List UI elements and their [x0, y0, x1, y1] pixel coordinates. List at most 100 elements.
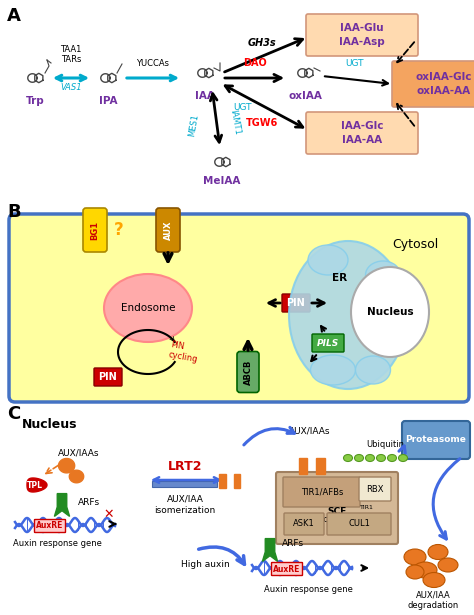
Ellipse shape	[388, 454, 396, 461]
Ellipse shape	[355, 454, 364, 461]
Text: MES1: MES1	[187, 113, 200, 137]
FancyBboxPatch shape	[402, 421, 470, 459]
Text: IAA-Glc
IAA-AA: IAA-Glc IAA-AA	[341, 121, 383, 145]
Text: TGW6: TGW6	[246, 118, 278, 128]
Ellipse shape	[413, 562, 437, 578]
Text: PIN: PIN	[99, 372, 118, 382]
Ellipse shape	[356, 356, 391, 384]
Text: LRT2: LRT2	[168, 460, 202, 473]
Text: UGT: UGT	[346, 59, 364, 68]
Text: AUX/IAAs: AUX/IAAs	[58, 449, 100, 458]
Text: ✕: ✕	[104, 508, 114, 521]
Ellipse shape	[365, 261, 401, 289]
Text: TIR1/AFBs: TIR1/AFBs	[301, 488, 343, 496]
Text: VAS1: VAS1	[60, 83, 82, 92]
FancyBboxPatch shape	[392, 61, 474, 107]
Text: AUX/IAA
degradation: AUX/IAA degradation	[407, 590, 459, 610]
Ellipse shape	[376, 454, 385, 461]
FancyBboxPatch shape	[276, 472, 398, 544]
Text: UGT: UGT	[234, 103, 252, 112]
Text: AUX/IAA
isomerization: AUX/IAA isomerization	[155, 495, 216, 515]
Ellipse shape	[310, 355, 356, 385]
FancyBboxPatch shape	[94, 368, 122, 386]
Text: Complex: Complex	[317, 515, 357, 524]
FancyBboxPatch shape	[83, 208, 107, 252]
Ellipse shape	[104, 274, 192, 342]
Ellipse shape	[406, 565, 424, 579]
Text: SCF: SCF	[328, 507, 346, 516]
Ellipse shape	[289, 241, 407, 389]
Text: B: B	[7, 203, 21, 221]
Text: Nucleus: Nucleus	[367, 307, 413, 317]
FancyBboxPatch shape	[152, 481, 217, 487]
Polygon shape	[234, 474, 240, 488]
Text: PIN
cycling: PIN cycling	[168, 340, 201, 364]
Text: Trp: Trp	[26, 96, 45, 106]
Text: ASK1: ASK1	[293, 520, 315, 528]
Text: AuxRE: AuxRE	[273, 565, 301, 574]
Text: MeIAA: MeIAA	[203, 176, 241, 186]
Text: IAA: IAA	[195, 91, 215, 101]
Ellipse shape	[428, 544, 448, 560]
Text: AuxRE: AuxRE	[36, 522, 64, 531]
Text: A: A	[7, 7, 21, 25]
Ellipse shape	[399, 454, 408, 461]
Polygon shape	[58, 459, 75, 473]
Text: TPL: TPL	[27, 480, 43, 490]
FancyBboxPatch shape	[284, 513, 324, 535]
FancyBboxPatch shape	[306, 112, 418, 154]
Polygon shape	[27, 478, 47, 492]
Text: ABCB: ABCB	[244, 359, 253, 385]
Text: Endosome: Endosome	[121, 303, 175, 313]
Ellipse shape	[404, 549, 426, 565]
Text: High auxin: High auxin	[181, 560, 229, 569]
Text: Ubiquitin: Ubiquitin	[366, 440, 404, 449]
Ellipse shape	[423, 573, 445, 587]
Text: ?: ?	[114, 221, 124, 239]
Text: ARFs: ARFs	[282, 539, 304, 548]
Text: Nucleus: Nucleus	[22, 418, 78, 431]
Ellipse shape	[438, 558, 458, 572]
Ellipse shape	[344, 454, 353, 461]
Text: Proteasome: Proteasome	[406, 435, 466, 445]
Polygon shape	[300, 458, 308, 474]
Text: IAA-Glu
IAA-Asp: IAA-Glu IAA-Asp	[339, 23, 385, 47]
FancyBboxPatch shape	[306, 14, 418, 56]
FancyBboxPatch shape	[237, 352, 259, 392]
Text: Auxin response gene: Auxin response gene	[13, 539, 101, 548]
Text: ER: ER	[332, 273, 347, 283]
Ellipse shape	[351, 267, 429, 357]
Text: oxIAA-Glc
oxIAA-AA: oxIAA-Glc oxIAA-AA	[416, 72, 472, 96]
Ellipse shape	[378, 320, 408, 350]
Polygon shape	[317, 458, 325, 474]
Text: IAMT1: IAMT1	[228, 108, 241, 135]
FancyBboxPatch shape	[312, 334, 344, 352]
FancyBboxPatch shape	[282, 294, 310, 312]
Text: TAA1
TARs: TAA1 TARs	[60, 45, 82, 64]
Text: BG1: BG1	[91, 220, 100, 240]
Text: PILS: PILS	[317, 338, 339, 347]
Text: AUX: AUX	[164, 220, 173, 240]
Text: C: C	[7, 405, 20, 423]
Text: YUCCAs: YUCCAs	[137, 59, 170, 68]
Polygon shape	[55, 494, 70, 517]
Text: DAO: DAO	[243, 58, 267, 68]
Polygon shape	[219, 474, 226, 488]
Text: IPA: IPA	[99, 96, 117, 106]
Text: ARFs: ARFs	[78, 498, 100, 507]
Text: PIN: PIN	[287, 298, 305, 308]
Text: TIR1: TIR1	[360, 505, 374, 510]
Polygon shape	[263, 539, 278, 561]
FancyBboxPatch shape	[283, 477, 360, 507]
Ellipse shape	[365, 454, 374, 461]
Polygon shape	[69, 470, 84, 483]
Text: RBX: RBX	[366, 485, 384, 493]
Text: Auxin response gene: Auxin response gene	[264, 585, 353, 594]
Text: Cytosol: Cytosol	[392, 238, 438, 251]
Text: GH3s: GH3s	[248, 38, 276, 48]
FancyBboxPatch shape	[9, 214, 469, 402]
FancyBboxPatch shape	[272, 563, 302, 576]
Ellipse shape	[308, 245, 348, 275]
Text: CUL1: CUL1	[348, 520, 370, 528]
Text: oxIAA: oxIAA	[288, 91, 322, 101]
